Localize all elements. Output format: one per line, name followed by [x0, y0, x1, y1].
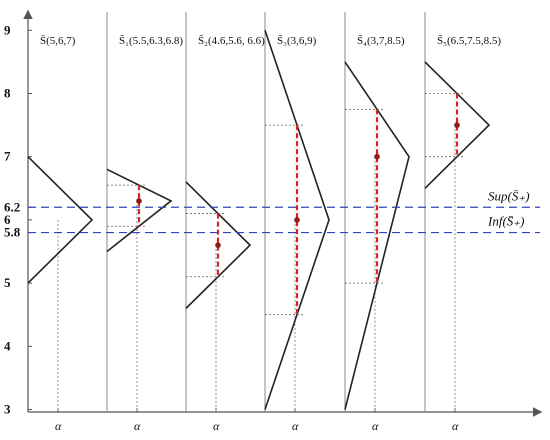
reference-line-label: Inf(S̄₊) [487, 214, 524, 229]
panel-title: S̃₄(3,7,8.5) [357, 34, 405, 47]
membership-triangle [424, 61, 491, 189]
y-tick-label: 9 [4, 22, 11, 37]
y-tick-label: 5.8 [4, 225, 21, 240]
alpha-label: α [134, 419, 141, 433]
interval-centre-point [136, 198, 142, 204]
y-tick-label: 7 [4, 149, 11, 164]
membership-triangle [185, 181, 252, 309]
alpha-label: α [452, 419, 459, 433]
interval-centre-point [294, 217, 300, 223]
alpha-label: α [55, 419, 62, 433]
panel-title: S̃₅(6.5,7.5,8.5) [437, 34, 501, 47]
panel-1: S̄(5,6,7) α [27, 35, 94, 433]
interval-centre-point [374, 153, 380, 160]
y-tick-label: 4 [4, 338, 11, 353]
alpha-label: α [372, 419, 379, 433]
panel-6: S̃₅(6.5,7.5,8.5) α [424, 12, 501, 433]
membership-triangle [27, 156, 94, 284]
y-tick-label: 6.2 [4, 199, 20, 214]
y-tick-label: 6 [4, 212, 11, 227]
reference-lines: Sup(S̄₊) Inf(S̄₊) [28, 188, 540, 234]
panel-title: S̃₁(5.5,6.3,6.8) [119, 34, 183, 47]
interval-centre-point [454, 122, 460, 128]
membership-triangle [106, 168, 173, 253]
panel-4: S̃₃(3,6,9) α [264, 12, 330, 433]
panel-5: S̃₄(3,7,8.5) α [344, 12, 410, 433]
y-tick-label: 5 [4, 275, 11, 290]
alpha-label: α [213, 419, 220, 433]
panel-title: S̃₂(4.6,5.6, 6.6) [198, 34, 265, 47]
panel-title: S̃₃(3,6,9) [277, 34, 317, 47]
membership-triangle [344, 61, 410, 410]
y-tick-label: 8 [4, 86, 11, 101]
interval-centre-point [215, 242, 221, 248]
panel-title: S̄(5,6,7) [40, 35, 76, 47]
panel-2: S̃₁(5.5,6.3,6.8) α [106, 12, 183, 433]
panel-3: S̃₂(4.6,5.6, 6.6) α [185, 12, 265, 433]
reference-line-label: Sup(S̄₊) [488, 188, 530, 203]
y-axis-ticks: 3 4 5 5.866.2 7 8 9 [4, 22, 32, 417]
membership-triangle [264, 30, 330, 410]
y-tick-label: 3 [4, 402, 11, 417]
panels: S̄(5,6,7)αS̃₁(5.5,6.3,6.8)αS̃₂(4.6,5.6, … [27, 12, 501, 433]
alpha-label: α [292, 419, 299, 433]
